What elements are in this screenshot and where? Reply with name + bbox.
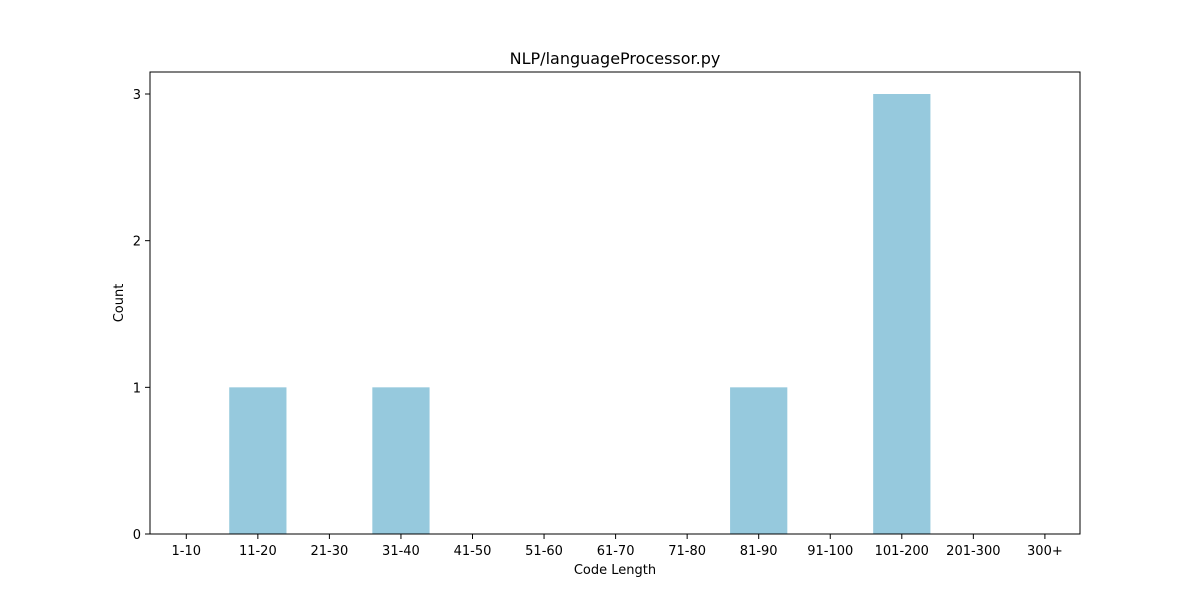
bar-11-20 xyxy=(229,387,287,534)
x-tick-label: 300+ xyxy=(1027,544,1063,559)
x-axis-ticks: 1-10 11-20 21-30 31-40 41-50 51-60 61-70 71-80 8… xyxy=(172,534,1063,559)
bar-31-40 xyxy=(372,387,430,534)
x-tick-label: 51-60 xyxy=(525,544,563,559)
x-tick-label: 201-300 xyxy=(946,544,1000,559)
x-tick-label: 91-100 xyxy=(807,544,853,559)
y-tick-label: 3 xyxy=(133,88,141,103)
plot-frame xyxy=(149,71,1081,535)
x-tick-label: 31-40 xyxy=(382,544,420,559)
y-axis-ticks: 0 1 2 3 xyxy=(133,88,150,543)
x-tick-label: 21-30 xyxy=(311,544,349,559)
chart-title: NLP/languageProcessor.py xyxy=(510,49,721,68)
x-tick-label: 1-10 xyxy=(172,544,202,559)
y-tick-label: 0 xyxy=(133,528,141,543)
x-tick-label: 41-50 xyxy=(454,544,492,559)
bar-101-200 xyxy=(873,94,931,534)
bar-81-90 xyxy=(730,387,788,534)
y-tick-label: 2 xyxy=(133,235,141,250)
bars-group xyxy=(229,94,931,534)
x-tick-label: 61-70 xyxy=(597,544,635,559)
x-axis-label: Code Length xyxy=(574,563,656,578)
x-tick-label: 71-80 xyxy=(668,544,706,559)
x-tick-label: 11-20 xyxy=(239,544,277,559)
y-tick-label: 1 xyxy=(133,381,141,396)
x-tick-label: 101-200 xyxy=(875,544,929,559)
x-tick-label: 81-90 xyxy=(740,544,778,559)
y-axis-label: Count xyxy=(112,284,127,323)
